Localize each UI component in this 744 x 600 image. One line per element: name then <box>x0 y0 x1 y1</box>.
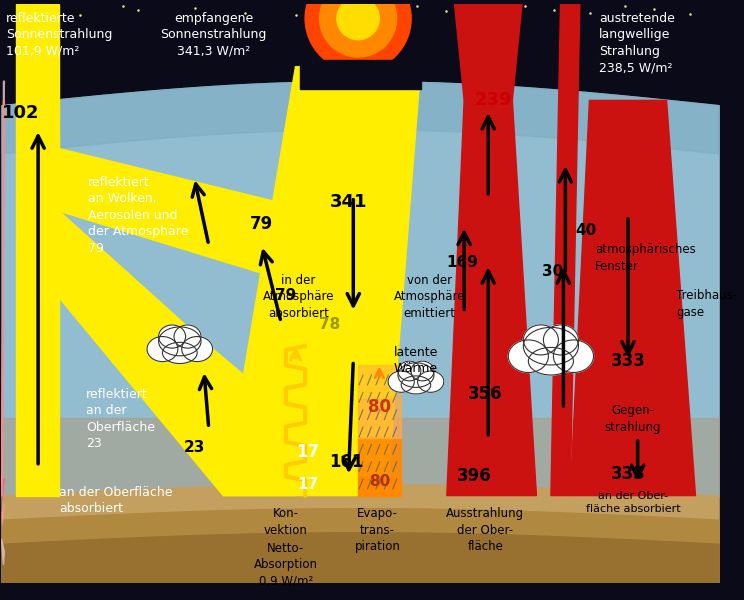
Text: 23: 23 <box>184 440 205 455</box>
Polygon shape <box>60 211 295 496</box>
Text: 396: 396 <box>456 467 491 485</box>
Bar <box>358 399 402 438</box>
Polygon shape <box>447 100 536 496</box>
Ellipse shape <box>398 361 421 381</box>
Ellipse shape <box>528 347 574 375</box>
Ellipse shape <box>508 340 548 373</box>
Text: austretende
langwellige
Strahlung
238,5 W/m²: austretende langwellige Strahlung 238,5 … <box>599 12 675 74</box>
Text: empfangene
Sonnenstrahlung
341,3 W/m²: empfangene Sonnenstrahlung 341,3 W/m² <box>161 12 267 58</box>
Text: atmosphärisches
Fenster: atmosphärisches Fenster <box>595 243 696 272</box>
Text: 30: 30 <box>542 265 563 280</box>
Text: 333: 333 <box>611 352 646 370</box>
Bar <box>358 365 402 399</box>
Text: 161: 161 <box>330 453 364 471</box>
Ellipse shape <box>158 325 185 348</box>
Polygon shape <box>455 4 522 100</box>
Text: reflektiert
an der
Oberfläche
23: reflektiert an der Oberfläche 23 <box>86 388 155 450</box>
Circle shape <box>305 0 411 71</box>
Text: 102: 102 <box>2 104 39 122</box>
Text: 40: 40 <box>575 223 596 238</box>
Polygon shape <box>1 539 4 565</box>
Text: Ausstrahlung
der Ober-
fläche: Ausstrahlung der Ober- fläche <box>446 507 525 553</box>
Circle shape <box>320 0 397 57</box>
Polygon shape <box>1 478 4 500</box>
Text: 17: 17 <box>296 443 320 461</box>
Ellipse shape <box>162 343 197 364</box>
Text: 356: 356 <box>468 385 503 403</box>
Text: 80: 80 <box>368 398 391 416</box>
Text: 239: 239 <box>475 91 512 109</box>
Polygon shape <box>1 100 4 496</box>
Polygon shape <box>16 4 60 496</box>
Bar <box>358 438 402 476</box>
Ellipse shape <box>147 337 178 362</box>
Text: an der Ober-
fläche absorbiert: an der Ober- fläche absorbiert <box>586 491 680 514</box>
Text: von der
Atmosphäre
emittiert: von der Atmosphäre emittiert <box>394 274 465 320</box>
Ellipse shape <box>411 361 434 381</box>
Text: reflektierte
Sonnenstrahlung
101,9 W/m²: reflektierte Sonnenstrahlung 101,9 W/m² <box>6 12 112 58</box>
Ellipse shape <box>398 363 434 388</box>
Ellipse shape <box>401 376 431 394</box>
Ellipse shape <box>182 337 213 362</box>
Polygon shape <box>223 67 421 496</box>
Polygon shape <box>1 100 4 496</box>
Ellipse shape <box>523 328 579 365</box>
Text: 80: 80 <box>369 473 390 488</box>
Ellipse shape <box>554 340 594 373</box>
Ellipse shape <box>388 371 414 392</box>
Text: Evapo-
trans-
piration: Evapo- trans- piration <box>354 507 400 553</box>
Text: 79: 79 <box>275 287 296 302</box>
Polygon shape <box>60 149 295 284</box>
Text: Kon-
vektion: Kon- vektion <box>264 507 308 536</box>
Circle shape <box>337 0 379 40</box>
Ellipse shape <box>543 325 579 355</box>
Ellipse shape <box>417 371 444 392</box>
Text: in der
Atmosphäre
absorbiert: in der Atmosphäre absorbiert <box>263 274 334 320</box>
Text: Gegen-
strahlung: Gegen- strahlung <box>605 404 661 434</box>
Polygon shape <box>570 100 696 496</box>
Ellipse shape <box>174 325 201 348</box>
Text: 169: 169 <box>446 255 478 270</box>
Text: 341: 341 <box>330 193 368 211</box>
Polygon shape <box>551 4 580 496</box>
Text: 17: 17 <box>298 476 318 491</box>
Text: 78: 78 <box>318 317 340 332</box>
Polygon shape <box>1 503 4 524</box>
Bar <box>358 476 402 496</box>
Text: an der Oberfläche
absorbiert: an der Oberfläche absorbiert <box>60 486 173 515</box>
Bar <box>301 60 421 89</box>
Text: Treibhaus-
gase: Treibhaus- gase <box>676 289 737 319</box>
Text: reflektiert
an Wolken,
Aerosolen und
der Atmosphäre
79: reflektiert an Wolken, Aerosolen und der… <box>89 176 189 254</box>
Text: Netto-
Absorption
0,9 W/m²: Netto- Absorption 0,9 W/m² <box>254 542 318 588</box>
Polygon shape <box>1 81 4 496</box>
Text: 333: 333 <box>611 466 646 484</box>
Text: latente
Wärme: latente Wärme <box>394 346 438 376</box>
Ellipse shape <box>158 327 201 356</box>
Text: 79: 79 <box>250 215 273 233</box>
Ellipse shape <box>523 325 559 355</box>
